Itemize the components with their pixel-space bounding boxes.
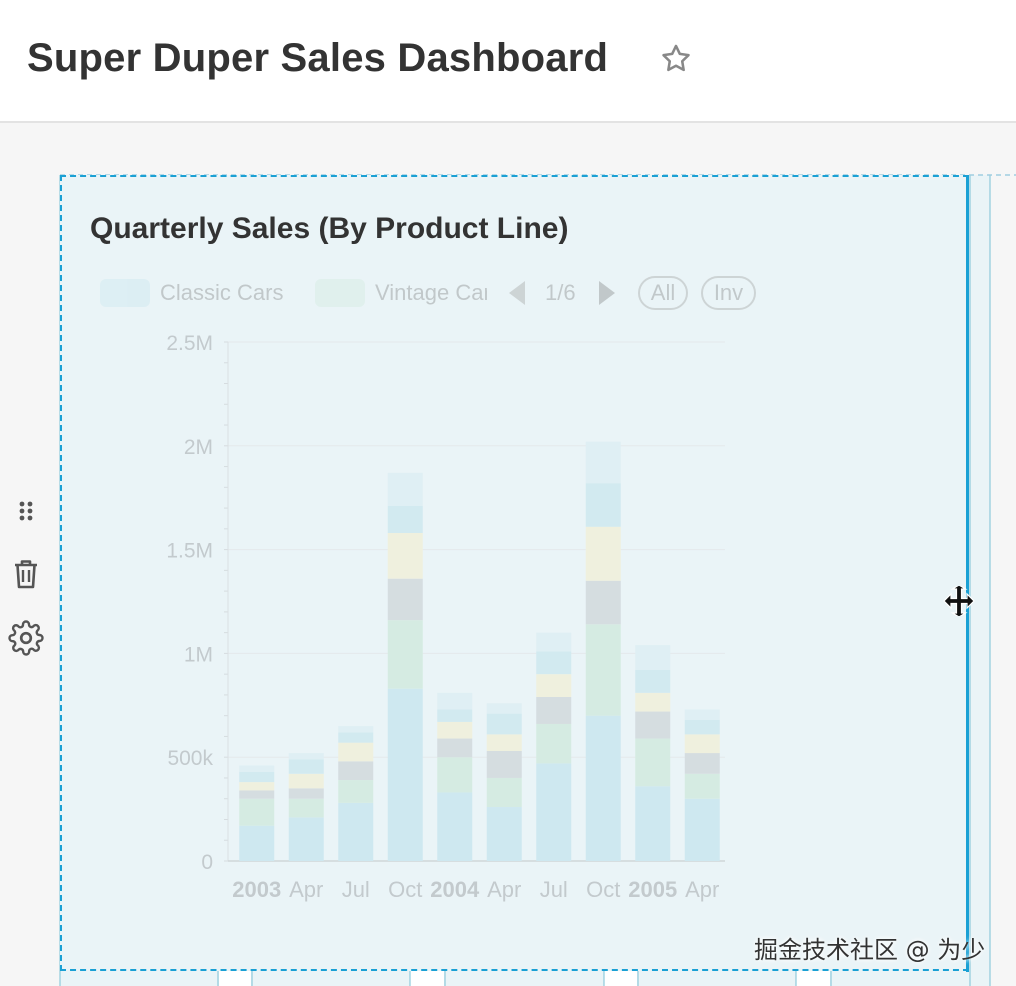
bar-segment[interactable] bbox=[387, 472, 423, 507]
bar-segment[interactable] bbox=[635, 738, 671, 787]
bar-segment[interactable] bbox=[239, 825, 275, 861]
quarterly-sales-chart: 0 500k 1M 1.5M 2M 2.5M 2003 Apr Jul Oct 2004 Apr Jul… bbox=[166, 332, 725, 902]
bar-segment[interactable] bbox=[239, 771, 275, 783]
watermark-text: 掘金技术社区 @ 为少 bbox=[754, 936, 986, 964]
bar-segment[interactable] bbox=[684, 798, 720, 861]
drag-handle-icon[interactable] bbox=[8, 496, 44, 532]
bar-segment[interactable] bbox=[437, 721, 473, 739]
y-tick-label: 0 bbox=[201, 851, 213, 874]
y-tick-label: 2.5M bbox=[166, 332, 213, 355]
x-tick-label: Apr bbox=[487, 877, 521, 902]
x-tick-label: 2005 bbox=[628, 877, 677, 902]
bar-segment[interactable] bbox=[338, 780, 374, 803]
bar-segment[interactable] bbox=[338, 802, 374, 861]
legend-page-indicator: 1/6 bbox=[545, 280, 576, 305]
bar-segment[interactable] bbox=[684, 753, 720, 774]
bar-segment[interactable] bbox=[635, 786, 671, 861]
bar-segment[interactable] bbox=[635, 670, 671, 693]
bar-segment[interactable] bbox=[288, 753, 324, 760]
bar-segment[interactable] bbox=[338, 732, 374, 743]
bar-segment[interactable] bbox=[288, 773, 324, 789]
bar-segment[interactable] bbox=[585, 441, 621, 484]
bar-segment[interactable] bbox=[486, 777, 522, 808]
bar-segment[interactable] bbox=[387, 688, 423, 861]
bar-segment[interactable] bbox=[486, 703, 522, 714]
trash-icon[interactable] bbox=[8, 556, 44, 592]
y-tick-label: 2M bbox=[184, 436, 213, 459]
bar-segment[interactable] bbox=[387, 506, 423, 533]
bar-segment[interactable] bbox=[585, 483, 621, 527]
bar-segment[interactable] bbox=[635, 692, 671, 712]
bar-segment[interactable] bbox=[437, 738, 473, 758]
bar-segment[interactable] bbox=[684, 709, 720, 720]
bar-segment[interactable] bbox=[437, 692, 473, 710]
card-right-edge[interactable] bbox=[966, 176, 969, 972]
bar-segment[interactable] bbox=[239, 790, 275, 799]
dashboard-title: Super Duper Sales Dashboard bbox=[27, 36, 609, 80]
bar-segment[interactable] bbox=[536, 674, 572, 697]
y-tick-label: 500k bbox=[167, 747, 213, 770]
legend-all-button[interactable]: All bbox=[638, 276, 688, 310]
bar-segment[interactable] bbox=[338, 742, 374, 762]
bar-segment[interactable] bbox=[536, 696, 572, 724]
bar-segment[interactable] bbox=[536, 632, 572, 652]
horizontal-resize-cursor-icon[interactable] bbox=[942, 586, 976, 616]
bar-segment[interactable] bbox=[239, 798, 275, 826]
x-tick-label: Jul bbox=[540, 877, 568, 902]
legend-swatch-vintage-cars[interactable] bbox=[315, 279, 365, 307]
bar-segment[interactable] bbox=[486, 734, 522, 751]
bar-segment[interactable] bbox=[486, 713, 522, 735]
bar-segment[interactable] bbox=[684, 773, 720, 799]
legend-invert-button[interactable]: Inv bbox=[701, 276, 756, 310]
star-outline-icon[interactable] bbox=[659, 42, 693, 76]
bar-segment[interactable] bbox=[536, 651, 572, 675]
x-tick-label: 2003 bbox=[232, 877, 281, 902]
bar-segment[interactable] bbox=[486, 807, 522, 861]
x-tick-label: Oct bbox=[388, 877, 422, 902]
bar-segment[interactable] bbox=[387, 620, 423, 689]
bar-segment[interactable] bbox=[239, 765, 275, 772]
bar-segment[interactable] bbox=[338, 761, 374, 781]
legend-label-vintage-cars[interactable]: Vintage Cars bbox=[375, 280, 487, 305]
chart-card-title: Quarterly Sales (By Product Line) bbox=[90, 212, 569, 245]
bar-segment[interactable] bbox=[635, 711, 671, 739]
bar-segment[interactable] bbox=[288, 798, 324, 818]
legend-swatch-classic-cars[interactable] bbox=[100, 279, 150, 307]
x-tick-label: Apr bbox=[685, 877, 719, 902]
gear-icon[interactable] bbox=[8, 620, 44, 656]
y-tick-label: 1.5M bbox=[166, 540, 213, 563]
legend-prev-icon[interactable] bbox=[505, 279, 527, 307]
bar-segment[interactable] bbox=[239, 782, 275, 791]
bar-segment[interactable] bbox=[437, 709, 473, 722]
bar-segment[interactable] bbox=[288, 788, 324, 799]
x-tick-label: Jul bbox=[342, 877, 370, 902]
bar-segment[interactable] bbox=[437, 757, 473, 793]
legend-next-icon[interactable] bbox=[597, 279, 619, 307]
bar-segment[interactable] bbox=[486, 750, 522, 778]
x-tick-label: Apr bbox=[289, 877, 323, 902]
bar-segment[interactable] bbox=[387, 532, 423, 579]
bar-segment[interactable] bbox=[635, 645, 671, 671]
bar-segment[interactable] bbox=[536, 763, 572, 861]
bar-segment[interactable] bbox=[437, 792, 473, 861]
bar-segment[interactable] bbox=[585, 715, 621, 861]
x-tick-label: Oct bbox=[586, 877, 620, 902]
bar-segment[interactable] bbox=[288, 817, 324, 861]
bar-segment[interactable] bbox=[684, 734, 720, 754]
legend-label-classic-cars[interactable]: Classic Cars bbox=[160, 280, 284, 305]
bar-segment[interactable] bbox=[536, 723, 572, 764]
bar-segment[interactable] bbox=[338, 726, 374, 733]
bar-segment[interactable] bbox=[585, 624, 621, 716]
bar-segment[interactable] bbox=[387, 578, 423, 621]
bar-segment[interactable] bbox=[684, 719, 720, 735]
y-tick-label: 1M bbox=[184, 643, 213, 666]
bar-segment[interactable] bbox=[585, 580, 621, 625]
dashboard-header: Super Duper Sales Dashboard bbox=[0, 0, 1016, 123]
bar-segment[interactable] bbox=[288, 759, 324, 774]
x-tick-label: 2004 bbox=[430, 877, 480, 902]
bar-segment[interactable] bbox=[585, 526, 621, 581]
